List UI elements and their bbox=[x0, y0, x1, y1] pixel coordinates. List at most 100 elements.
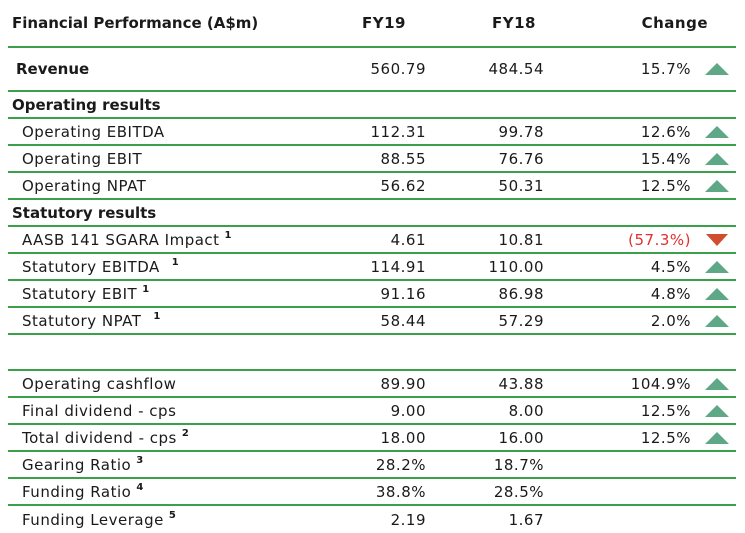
row-label: Final dividend - cps bbox=[22, 401, 177, 420]
value-fy19: 56.62 bbox=[380, 176, 426, 195]
value-change: (57.3%) bbox=[628, 230, 691, 249]
table-row: Operating NPAT 56.62 50.31 12.5% bbox=[8, 173, 736, 200]
value-change: 12.6% bbox=[640, 122, 691, 141]
row-label: Statutory EBIT 1 bbox=[22, 281, 150, 306]
value-fy18: 110.00 bbox=[488, 257, 544, 276]
row-label: Operating cashflow bbox=[22, 374, 177, 393]
row-label-text: AASB 141 SGARA Impact bbox=[22, 230, 220, 249]
footnote-marker: 5 bbox=[168, 510, 177, 521]
section-title: Statutory results bbox=[12, 203, 157, 222]
table-row: Operating EBITDA 112.31 99.78 12.6% bbox=[8, 119, 736, 146]
row-label-text: Funding Ratio bbox=[22, 482, 132, 501]
value-fy19: 89.90 bbox=[380, 374, 426, 393]
value-fy18: 18.7% bbox=[493, 455, 544, 474]
footnote-marker: 4 bbox=[136, 482, 144, 493]
triangle-up-icon bbox=[703, 119, 731, 144]
value-fy19: 18.00 bbox=[380, 428, 426, 447]
triangle-up-icon bbox=[703, 173, 731, 198]
value-fy19: 4.61 bbox=[390, 230, 426, 249]
table-row: Statutory EBIT 1 91.16 86.98 4.8% bbox=[8, 281, 736, 308]
value-fy19: 112.31 bbox=[370, 122, 426, 141]
value-fy19: 560.79 bbox=[370, 60, 426, 78]
value-fy19: 114.91 bbox=[370, 257, 426, 276]
value-change: 12.5% bbox=[640, 428, 691, 447]
table-row: Operating cashflow 89.90 43.88 104.9% bbox=[8, 371, 736, 398]
value-fy19: 28.2% bbox=[375, 455, 426, 474]
table-header: Financial Performance (A$m) FY19 FY18 Ch… bbox=[8, 0, 736, 48]
table-row: AASB 141 SGARA Impact 1 4.61 10.81 (57.3%… bbox=[8, 227, 736, 254]
triangle-up-icon bbox=[703, 254, 731, 279]
section-header-operating: Operating results bbox=[8, 92, 736, 119]
value-fy18: 16.00 bbox=[498, 428, 544, 447]
value-change: 4.5% bbox=[650, 257, 691, 276]
table-row: Operating EBIT 88.55 76.76 15.4% bbox=[8, 146, 736, 173]
table-row: Final dividend - cps 9.00 8.00 12.5% bbox=[8, 398, 736, 425]
row-label-text: Statutory EBIT bbox=[22, 284, 138, 303]
value-fy18: 10.81 bbox=[498, 230, 544, 249]
value-change: 15.4% bbox=[640, 149, 691, 168]
footnote-marker: 1 bbox=[224, 230, 233, 241]
value-change: 104.9% bbox=[630, 374, 691, 393]
value-fy19: 88.55 bbox=[380, 149, 426, 168]
column-header-fy18: FY18 bbox=[492, 14, 536, 32]
table-row: Total dividend - cps 2 18.00 16.00 12.5% bbox=[8, 425, 736, 452]
row-label: AASB 141 SGARA Impact 1 bbox=[22, 227, 232, 252]
table-row: Gearing Ratio 3 28.2% 18.7% bbox=[8, 452, 736, 479]
value-fy18: 50.31 bbox=[498, 176, 544, 195]
row-label-text: Total dividend - cps bbox=[22, 428, 177, 447]
value-fy18: 8.00 bbox=[508, 401, 544, 420]
value-change: 12.5% bbox=[640, 176, 691, 195]
table-title: Financial Performance (A$m) bbox=[12, 14, 259, 32]
triangle-up-icon bbox=[703, 398, 731, 423]
value-change: 12.5% bbox=[640, 401, 691, 420]
value-fy18: 484.54 bbox=[488, 60, 544, 78]
footnote-marker: 3 bbox=[136, 455, 144, 466]
row-label: Operating EBIT bbox=[22, 149, 143, 168]
triangle-up-icon bbox=[703, 146, 731, 171]
table-row: Statutory NPAT 1 58.44 57.29 2.0% bbox=[8, 308, 736, 335]
footnote-marker: 1 bbox=[153, 311, 161, 322]
value-fy18: 86.98 bbox=[498, 284, 544, 303]
row-label: Gearing Ratio 3 bbox=[22, 452, 144, 477]
value-fy19: 58.44 bbox=[380, 311, 426, 330]
triangle-up-icon bbox=[703, 425, 731, 450]
section-title: Operating results bbox=[12, 95, 161, 114]
value-fy18: 76.76 bbox=[498, 149, 544, 168]
value-fy18: 28.5% bbox=[493, 482, 544, 501]
row-label-text: Statutory NPAT bbox=[22, 311, 142, 330]
spacer-row bbox=[8, 335, 736, 371]
row-label: Statutory NPAT 1 bbox=[22, 308, 161, 333]
footnote-marker: 1 bbox=[142, 284, 150, 295]
value-change: 2.0% bbox=[650, 311, 691, 330]
value-change: 15.7% bbox=[640, 60, 691, 78]
triangle-up-icon bbox=[703, 371, 731, 396]
value-change: 4.8% bbox=[650, 284, 691, 303]
row-label: Statutory EBITDA 1 bbox=[22, 254, 179, 279]
column-header-fy19: FY19 bbox=[362, 14, 406, 32]
section-header-statutory: Statutory results bbox=[8, 200, 736, 227]
footnote-marker: 1 bbox=[171, 257, 180, 268]
value-fy18: 43.88 bbox=[498, 374, 544, 393]
row-label: Total dividend - cps 2 bbox=[22, 425, 189, 450]
row-label: Operating EBITDA bbox=[22, 122, 165, 141]
triangle-up-icon bbox=[703, 308, 731, 333]
table-row: Funding Ratio 4 38.8% 28.5% bbox=[8, 479, 736, 506]
financial-performance-table: Financial Performance (A$m) FY19 FY18 Ch… bbox=[8, 0, 736, 533]
table-row: Statutory EBITDA 1 114.91 110.00 4.5% bbox=[8, 254, 736, 281]
value-fy18: 99.78 bbox=[498, 122, 544, 141]
row-label-text: Gearing Ratio bbox=[22, 455, 132, 474]
value-fy18: 57.29 bbox=[498, 311, 544, 330]
row-label: Revenue bbox=[16, 60, 90, 78]
row-label-text: Statutory EBITDA bbox=[22, 257, 160, 276]
value-fy19: 38.8% bbox=[375, 482, 426, 501]
column-header-change: Change bbox=[641, 14, 708, 32]
value-fy19: 91.16 bbox=[380, 284, 426, 303]
triangle-up-icon bbox=[703, 281, 731, 306]
footnote-marker: 2 bbox=[181, 428, 190, 439]
triangle-down-icon bbox=[703, 227, 731, 252]
table-row-revenue: Revenue 560.79 484.54 15.7% bbox=[8, 48, 736, 92]
value-fy19: 9.00 bbox=[390, 401, 426, 420]
triangle-up-icon bbox=[703, 48, 731, 90]
row-label: Funding Ratio 4 bbox=[22, 479, 144, 504]
row-label: Operating NPAT bbox=[22, 176, 147, 195]
